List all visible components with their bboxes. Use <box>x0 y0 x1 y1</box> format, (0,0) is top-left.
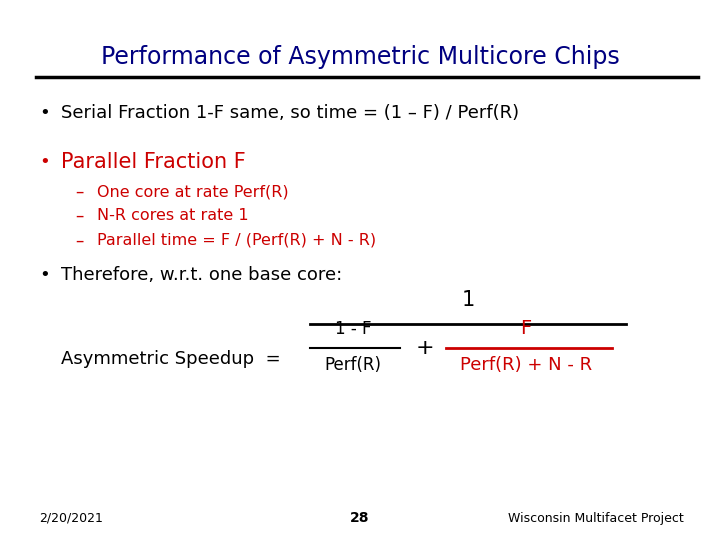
Text: N-R cores at rate 1: N-R cores at rate 1 <box>97 208 249 224</box>
Text: –: – <box>76 207 84 225</box>
Text: –: – <box>76 183 84 201</box>
Text: 2/20/2021: 2/20/2021 <box>40 512 104 525</box>
Text: F: F <box>520 319 531 338</box>
Text: Parallel Fraction F: Parallel Fraction F <box>61 152 246 172</box>
Text: One core at rate Perf(R): One core at rate Perf(R) <box>97 184 289 199</box>
Text: Parallel time = F / (Perf(R) + N - R): Parallel time = F / (Perf(R) + N - R) <box>97 233 377 248</box>
Text: Performance of Asymmetric Multicore Chips: Performance of Asymmetric Multicore Chip… <box>101 45 619 69</box>
Text: +: + <box>415 338 434 359</box>
Text: Perf(R): Perf(R) <box>324 356 382 374</box>
Text: •: • <box>40 266 50 285</box>
Text: –: – <box>76 231 84 249</box>
Text: 1 - F: 1 - F <box>335 320 371 338</box>
Text: Asymmetric Speedup  =: Asymmetric Speedup = <box>61 350 281 368</box>
Text: Wisconsin Multifacet Project: Wisconsin Multifacet Project <box>508 512 684 525</box>
Text: 28: 28 <box>350 511 370 525</box>
Text: 1: 1 <box>462 291 474 310</box>
Text: Perf(R) + N - R: Perf(R) + N - R <box>459 356 592 374</box>
Text: Therefore, w.r.t. one base core:: Therefore, w.r.t. one base core: <box>61 266 343 285</box>
Text: •: • <box>40 153 50 171</box>
Text: Serial Fraction 1-F same, so time = (1 – F) / Perf(R): Serial Fraction 1-F same, so time = (1 –… <box>61 104 519 123</box>
Text: •: • <box>40 104 50 123</box>
